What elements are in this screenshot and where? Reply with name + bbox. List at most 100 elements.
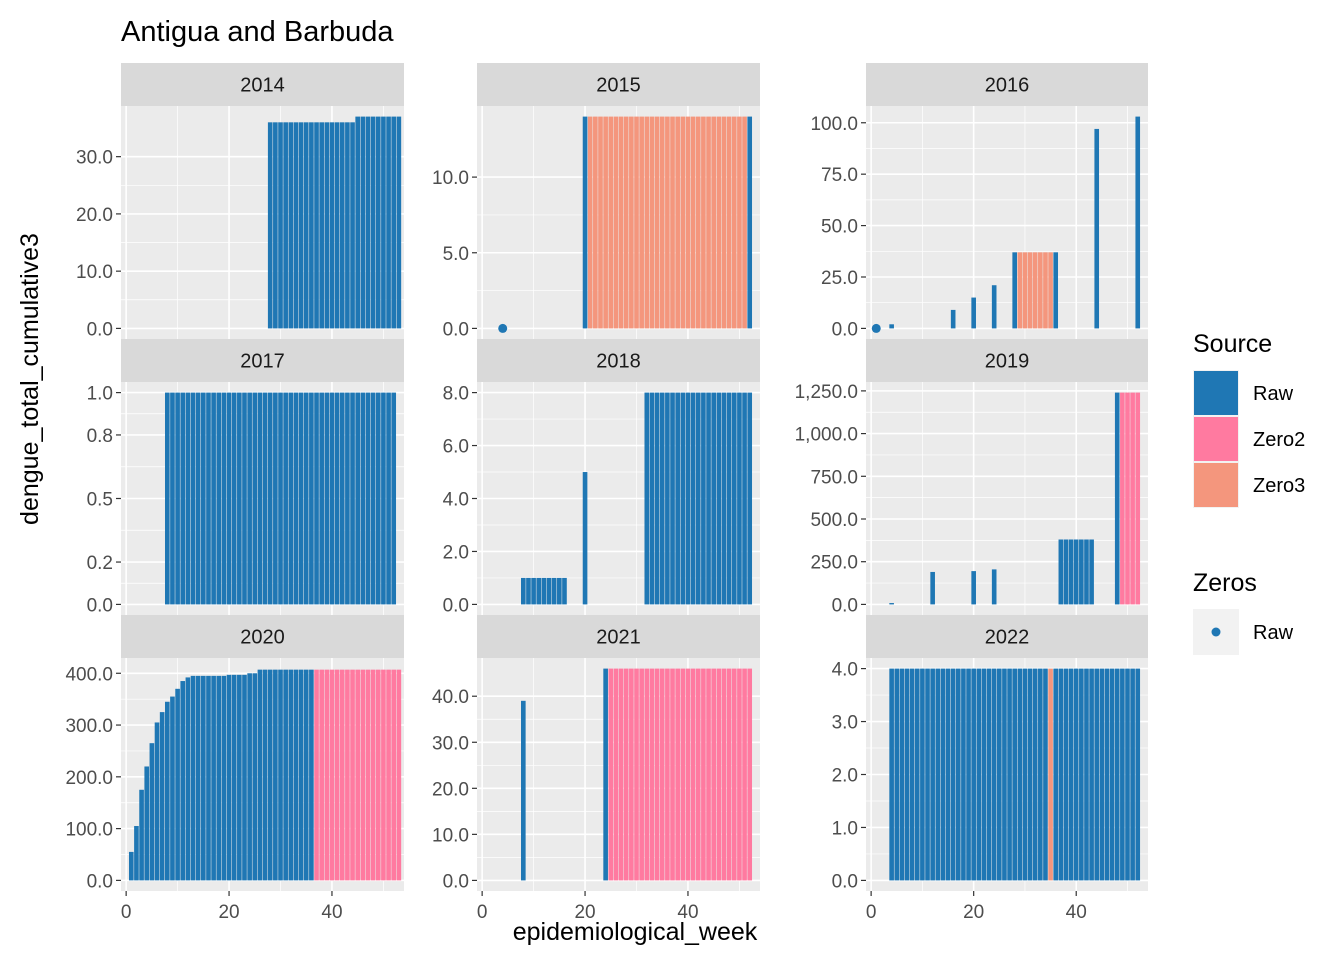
bar-raw <box>375 392 381 605</box>
bar-zero3 <box>618 116 624 329</box>
bar-raw <box>747 116 753 329</box>
y-tick-label: 0.0 <box>443 595 469 616</box>
y-tick-label: 0.8 <box>87 426 113 447</box>
facet-panel-2020: 2020 0.0 100.0 200.0 300.0 400.0 0 20 40 <box>65 615 404 923</box>
bar-raw <box>914 668 920 881</box>
y-tick-label: 30.0 <box>432 733 469 754</box>
bar-raw <box>1063 539 1069 605</box>
x-tick-label: 0 <box>477 902 488 923</box>
bar-raw <box>164 701 170 881</box>
bars <box>889 668 1141 881</box>
bar-raw <box>1058 668 1064 881</box>
bar-raw <box>267 392 273 605</box>
bar-zero3 <box>1043 252 1048 329</box>
y-tick-label: 1.0 <box>832 818 858 839</box>
y-axis: 0.0 100.0 200.0 300.0 400.0 <box>65 664 121 892</box>
bar-zero2 <box>644 668 650 881</box>
y-tick-label: 0.0 <box>443 319 469 340</box>
bar-raw <box>309 669 314 881</box>
bar-raw <box>557 577 562 605</box>
bar-raw <box>520 577 526 605</box>
bar-zero2 <box>695 668 701 881</box>
bar-raw <box>690 392 696 605</box>
y-axis: 0.0 1.0 2.0 3.0 4.0 <box>832 660 866 892</box>
bar-raw <box>134 826 139 881</box>
bar-zero2 <box>1130 392 1135 605</box>
bar-zero2 <box>391 669 397 881</box>
bar-raw <box>1109 668 1115 881</box>
bar-zero3 <box>721 116 727 329</box>
bar-zero3 <box>1032 252 1038 329</box>
bar-raw <box>930 668 935 881</box>
bar-zero2 <box>711 668 717 881</box>
y-tick-label: 5.0 <box>443 244 469 265</box>
bar-raw <box>298 122 304 329</box>
bar-zero2 <box>314 669 319 881</box>
legend-zeros-items: Raw <box>1193 609 1294 655</box>
bar-zero2 <box>329 669 335 881</box>
bar-raw <box>920 668 925 881</box>
bar-raw <box>303 122 309 329</box>
bar-zero2 <box>649 668 655 881</box>
y-axis: 0.0 0.2 0.5 0.8 1.0 <box>87 384 121 616</box>
bar-raw <box>386 116 391 329</box>
facet-panel-2018: 2018 0.0 2.0 4.0 6.0 8.0 <box>443 339 760 620</box>
bar-raw <box>541 577 547 605</box>
y-tick-label: 4.0 <box>832 660 858 681</box>
bar-raw <box>370 116 376 329</box>
bar-raw <box>899 668 905 881</box>
bar-zero3 <box>665 116 670 329</box>
bar-raw <box>981 668 987 881</box>
y-tick-label: 2.0 <box>832 766 858 787</box>
bar-raw <box>1012 668 1017 881</box>
bar-raw <box>1073 668 1079 881</box>
bar-raw <box>1027 668 1033 881</box>
bar-raw <box>889 324 894 329</box>
bar-raw <box>391 392 397 605</box>
legend-key-zero-point <box>1193 609 1239 655</box>
bar-zero2 <box>747 668 753 881</box>
bar-raw <box>997 668 1002 881</box>
bar-raw <box>149 743 155 881</box>
bar-raw <box>128 851 134 881</box>
bar-raw <box>201 392 206 605</box>
y-axis-title: dengue_total_cumulative3 <box>16 233 44 525</box>
y-tick-label: 50.0 <box>821 217 858 238</box>
bar-raw <box>520 700 526 881</box>
bar-raw <box>262 392 268 605</box>
bar-raw <box>747 392 753 605</box>
bar-zero2 <box>659 668 665 881</box>
x-axis: 0 20 40 <box>477 891 699 923</box>
facet-strip-label: 2018 <box>596 351 641 373</box>
bar-raw <box>894 668 900 881</box>
bar-raw <box>288 122 294 329</box>
y-tick-label: 100.0 <box>65 820 113 841</box>
y-tick-label: 4.0 <box>443 490 469 511</box>
bar-raw <box>350 392 355 605</box>
bar-raw <box>283 392 288 605</box>
bar-raw <box>164 392 170 605</box>
bar-raw <box>950 668 956 881</box>
bar-raw <box>1084 668 1089 881</box>
bar-raw <box>889 603 894 605</box>
bar-raw <box>706 392 711 605</box>
facet-strip-label: 2021 <box>596 627 641 649</box>
bar-zero3 <box>670 116 675 329</box>
y-axis: 0.0 2.0 4.0 6.0 8.0 <box>443 384 477 616</box>
bar-raw <box>1114 392 1120 605</box>
legend-label: Zero2 <box>1253 429 1305 451</box>
facet-panel-2016: 2016 0.0 25.0 50.0 75.0 100.0 <box>810 63 1148 344</box>
bar-raw <box>1094 668 1100 881</box>
bar-raw <box>329 392 335 605</box>
bar-raw <box>1068 539 1074 605</box>
bars <box>267 116 402 329</box>
bar-raw <box>1130 668 1135 881</box>
bar-raw <box>144 766 150 881</box>
facet-strip <box>477 63 760 106</box>
bar-raw <box>159 712 165 881</box>
bar-raw <box>649 392 655 605</box>
bar-raw <box>283 669 288 881</box>
bar-raw <box>329 122 335 329</box>
bar-raw <box>904 668 910 881</box>
bar-raw <box>365 116 371 329</box>
